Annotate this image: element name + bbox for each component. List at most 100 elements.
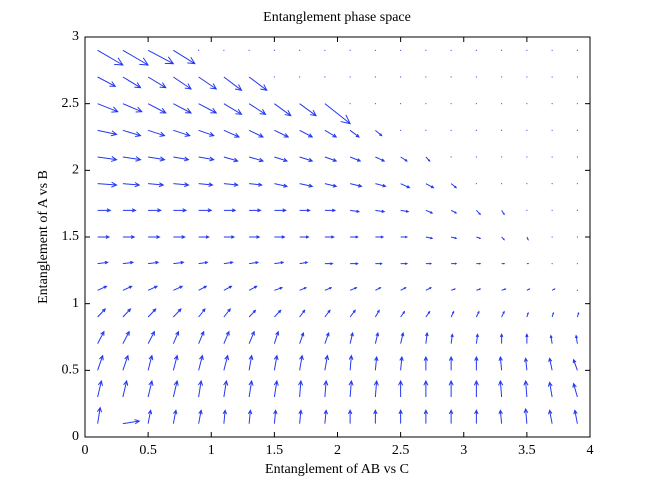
arrow — [248, 354, 254, 371]
arrow — [299, 103, 317, 117]
arrow — [373, 409, 378, 424]
arrow — [375, 262, 383, 265]
arrow — [122, 285, 133, 291]
arrow — [198, 129, 215, 137]
arrow — [299, 235, 310, 239]
arrow — [97, 156, 118, 162]
arrow — [299, 331, 305, 344]
arrow — [476, 236, 482, 239]
arrow — [400, 331, 405, 344]
arrow — [323, 409, 329, 424]
x-tick-label: 2.5 — [392, 443, 410, 458]
arrow — [425, 183, 435, 189]
arrow — [498, 355, 503, 371]
arrow — [148, 208, 162, 213]
arrow — [173, 208, 188, 213]
arrow — [122, 354, 129, 371]
arrow — [223, 285, 233, 291]
arrow — [299, 261, 309, 265]
arrow — [197, 379, 204, 398]
arrow — [223, 379, 229, 398]
arrow — [523, 379, 529, 398]
arrow — [223, 330, 230, 344]
arrow — [424, 331, 429, 344]
arrow — [198, 208, 213, 213]
arrow — [425, 236, 434, 240]
arrow — [173, 285, 184, 291]
arrow — [148, 156, 166, 162]
arrow — [298, 379, 304, 398]
arrow — [147, 354, 154, 371]
arrow — [147, 409, 153, 424]
arrow — [223, 103, 243, 115]
arrow — [573, 409, 578, 424]
arrow — [499, 333, 504, 344]
arrow — [324, 183, 338, 188]
arrow — [198, 182, 214, 187]
arrow — [274, 183, 289, 188]
y-tick-label: 1.5 — [62, 229, 80, 244]
arrow — [299, 183, 314, 188]
arrow — [576, 311, 580, 318]
arrow — [122, 182, 141, 188]
arrow — [172, 379, 179, 398]
arrow — [475, 333, 479, 344]
arrow — [248, 285, 258, 291]
arrow — [122, 379, 129, 398]
arrow — [498, 409, 503, 424]
arrow — [400, 287, 407, 291]
arrow — [299, 309, 306, 318]
arrow — [97, 103, 119, 113]
arrow — [248, 379, 254, 398]
arrow — [400, 183, 411, 189]
arrow — [223, 308, 231, 318]
arrow — [375, 235, 385, 239]
arrow — [324, 129, 338, 138]
arrow — [147, 330, 155, 344]
arrow — [97, 260, 109, 265]
arrow — [450, 333, 454, 344]
arrow — [547, 381, 553, 398]
arrow — [223, 261, 234, 265]
arrow — [398, 409, 403, 424]
arrow — [423, 409, 429, 424]
arrow — [173, 76, 193, 90]
arrow — [173, 49, 196, 65]
x-axis-label: Entanglement of AB vs C — [265, 462, 409, 477]
x-tick-label: 1 — [208, 443, 215, 458]
arrow — [299, 208, 311, 213]
chart-title: Entanglement phase space — [263, 10, 411, 25]
arrow — [549, 334, 553, 344]
arrow — [198, 354, 204, 371]
arrow — [501, 236, 505, 241]
arrow — [474, 355, 479, 371]
arrow — [324, 309, 331, 318]
arrow — [198, 76, 218, 90]
x-tick-label: 0 — [82, 443, 89, 458]
arrow — [448, 355, 454, 371]
arrow — [298, 409, 303, 424]
x-tick-label: 0.5 — [139, 443, 157, 458]
arrow — [97, 181, 118, 188]
arrow — [122, 308, 132, 318]
arrow — [273, 330, 280, 344]
arrow — [172, 354, 179, 371]
arrow — [450, 236, 458, 240]
arrow — [173, 182, 190, 188]
arrow — [147, 308, 157, 318]
x-tick-label: 3 — [460, 443, 467, 458]
arrow — [97, 49, 124, 66]
arrow — [526, 288, 531, 291]
arrow — [223, 235, 236, 239]
arrow — [400, 262, 409, 265]
arrow — [97, 330, 105, 344]
arrow — [198, 285, 208, 291]
arrow — [148, 235, 161, 239]
arrow — [423, 379, 429, 397]
arrow — [247, 409, 253, 424]
arrow — [97, 379, 103, 398]
arrow — [523, 407, 529, 424]
arrow — [324, 103, 352, 125]
arrow — [399, 355, 404, 371]
arrow — [249, 261, 260, 265]
